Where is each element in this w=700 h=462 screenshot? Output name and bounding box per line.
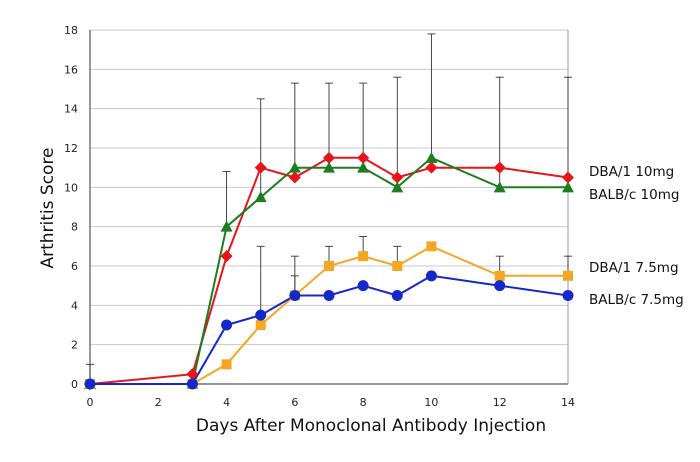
tick-labels: 0 2 4 6 8 10 12 14 16 18 0 2 4 6 8 10 12 14	[64, 24, 575, 409]
data-point-triangle	[323, 161, 335, 173]
data-point-circle	[391, 290, 403, 301]
x-tick-label: 2	[155, 396, 162, 409]
data-point-circle	[84, 378, 96, 390]
y-tick-label: 10	[64, 181, 78, 194]
data-point-triangle	[562, 181, 574, 193]
error-bars	[86, 33, 572, 384]
data-point-circle	[186, 378, 198, 390]
x-tick-label: 8	[360, 396, 367, 409]
x-tick-label: 14	[561, 396, 575, 409]
legend-label: BALB/c 10mg	[589, 187, 679, 203]
x-tick-label: 10	[424, 396, 438, 409]
y-tick-label: 12	[64, 142, 78, 155]
legend-label: DBA/1 10mg	[589, 164, 674, 180]
data-point-circle	[221, 319, 233, 331]
data-point-diamond	[425, 161, 438, 174]
data-point-triangle	[493, 181, 506, 193]
data-point-triangle	[391, 181, 404, 193]
data-point-diamond	[288, 171, 301, 184]
data-point-diamond	[562, 171, 574, 184]
data-point-square	[221, 359, 232, 370]
data-point-square	[494, 270, 505, 281]
y-tick-label: 14	[64, 103, 78, 116]
legend: DBA/1 10mg BALB/c 10mg DBA/1 7.5mg BALB/c 7…	[589, 164, 684, 308]
y-tick-label: 18	[64, 24, 78, 37]
data-point-diamond	[493, 161, 506, 174]
data-point-square	[392, 261, 403, 271]
legend-label: DBA/1 7.5mg	[589, 260, 679, 276]
y-tick-label: 4	[71, 299, 78, 312]
data-point-circle	[425, 270, 437, 282]
series-markers	[84, 151, 574, 390]
data-point-square	[563, 270, 573, 281]
data-point-triangle	[357, 161, 370, 173]
data-point-square	[324, 261, 334, 271]
data-point-circle	[255, 309, 267, 321]
data-point-circle	[289, 290, 301, 301]
legend-label: BALB/c 7.5mg	[589, 292, 684, 308]
data-point-circle	[357, 280, 369, 292]
y-tick-label: 8	[71, 221, 78, 234]
data-point-diamond	[391, 171, 404, 184]
y-tick-label: 6	[71, 260, 78, 273]
y-axis-title: Arthritis Score	[38, 147, 58, 268]
data-point-triangle	[254, 191, 267, 203]
data-point-diamond	[357, 151, 370, 164]
x-tick-label: 12	[493, 396, 507, 409]
x-tick-label: 0	[87, 396, 94, 409]
data-point-circle	[323, 290, 335, 301]
data-point-diamond	[220, 250, 233, 263]
y-tick-label: 0	[71, 378, 78, 391]
data-point-circle	[562, 290, 574, 301]
x-axis-title: Days After Monoclonal Antibody Injection	[196, 416, 546, 436]
y-tick-label: 16	[64, 63, 78, 76]
data-point-square	[255, 320, 266, 330]
x-tick-label: 6	[291, 396, 298, 409]
data-point-square	[358, 251, 369, 262]
data-point-triangle	[425, 151, 438, 163]
data-point-diamond	[323, 151, 335, 164]
data-point-triangle	[288, 161, 301, 173]
data-point-square	[426, 241, 437, 252]
data-point-diamond	[186, 368, 199, 381]
data-point-triangle	[220, 220, 233, 232]
y-tick-label: 2	[71, 339, 78, 352]
data-point-circle	[494, 280, 506, 292]
x-tick-label: 4	[223, 396, 230, 409]
data-point-diamond	[254, 161, 267, 174]
